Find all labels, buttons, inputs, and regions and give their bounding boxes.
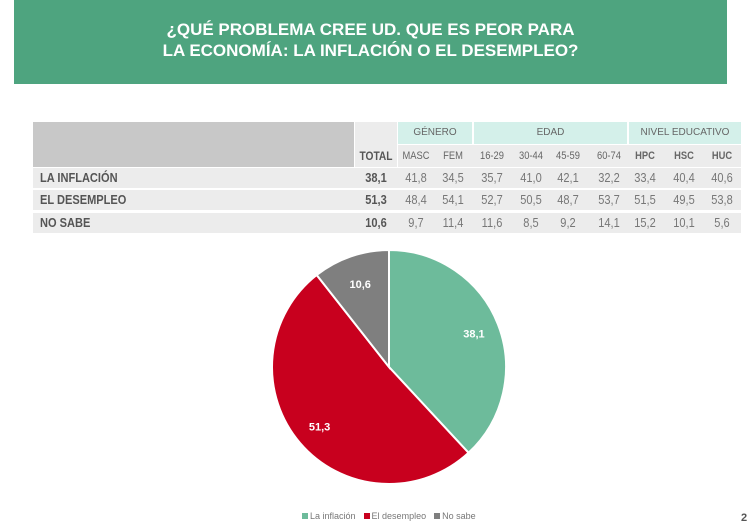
column-header-60-74: 60-74: [597, 150, 621, 162]
pie-slice-0: [388, 248, 507, 455]
table-cell: 5,6: [714, 215, 730, 230]
legend: La inflación El desempleo No sabe: [302, 511, 476, 521]
table-cell: 10,6: [365, 215, 387, 230]
legend-item: La inflación: [302, 511, 356, 521]
row-label: EL DESEMPLEO: [40, 192, 127, 207]
legend-label: La inflación: [310, 511, 356, 521]
table-cell: 50,5: [520, 192, 542, 207]
table-cell: 11,6: [481, 215, 503, 230]
table-cell: 8,5: [523, 215, 539, 230]
table-cell: 51,3: [365, 192, 387, 207]
data-label: 38,1: [463, 329, 484, 341]
table-cell: 38,1: [365, 170, 387, 185]
column-header-masc: MASC: [402, 150, 430, 162]
table-cell: 40,6: [711, 170, 733, 185]
group-edad: EDAD: [474, 122, 627, 144]
table-cell: 54,1: [442, 192, 464, 207]
table-cell: 32,2: [598, 170, 620, 185]
legend-label: No sabe: [442, 511, 476, 521]
title-line-2: LA ECONOMÍA: LA INFLACIÓN O EL DESEMPLEO…: [162, 41, 579, 60]
legend-swatch: [434, 513, 441, 519]
column-header-45-59: 45-59: [556, 150, 580, 162]
column-header-total: TOTAL: [359, 149, 393, 163]
column-header-30-44: 30-44: [519, 150, 543, 162]
table-cell: 14,1: [598, 215, 620, 230]
group-genero: GÉNERO: [398, 122, 472, 144]
group-nivel-educativo: NIVEL EDUCATIVO: [629, 122, 741, 144]
table-cell: 9,2: [560, 215, 576, 230]
column-header-16-29: 16-29: [480, 150, 504, 162]
table-cell: 41,8: [405, 170, 427, 185]
subheader-bg: [398, 145, 741, 167]
table-cell: 48,4: [405, 192, 427, 207]
table-cell: 49,5: [673, 192, 695, 207]
table-cell: 52,7: [481, 192, 503, 207]
table-cell: 42,1: [557, 170, 579, 185]
table-cell: 48,7: [557, 192, 579, 207]
table-cell: 41,0: [520, 170, 542, 185]
table-cell: 15,2: [634, 215, 656, 230]
legend-swatch: [302, 513, 308, 519]
column-header-huc: HUC: [711, 150, 733, 162]
row-label: LA INFLACIÓN: [40, 170, 118, 185]
legend-label: El desempleo: [371, 511, 427, 521]
table-cell: 53,7: [598, 192, 620, 207]
title-line-1: ¿QUÉ PROBLEMA CREE UD. QUE ES PEOR PARA: [166, 20, 575, 39]
table-cell: 40,4: [673, 170, 695, 185]
table-row: [33, 213, 741, 233]
table-row: [33, 168, 741, 188]
table-cell: 33,4: [634, 170, 656, 185]
legend-item: El desempleo: [363, 511, 427, 521]
data-label: 51,3: [309, 421, 330, 433]
column-header-hpc: HPC: [635, 150, 655, 162]
legend-item: No sabe: [434, 511, 476, 521]
total-header-bg: [355, 122, 397, 167]
table-cell: 53,8: [711, 192, 733, 207]
row-label: NO SABE: [40, 215, 91, 230]
table-cell: 51,5: [634, 192, 656, 207]
table-cell: 35,7: [481, 170, 503, 185]
legend-swatch: [363, 513, 370, 519]
pie-slice-2: [315, 248, 390, 370]
column-header-hsc: HSC: [674, 150, 694, 162]
table-row: [33, 190, 741, 210]
page-number: 2: [741, 512, 748, 524]
table-cell: 10,1: [673, 215, 695, 230]
table-cell: 34,5: [442, 170, 464, 185]
data-label: 10,6: [350, 279, 371, 291]
table-cell: 9,7: [408, 215, 424, 230]
table-cell: 11,4: [442, 215, 464, 230]
pie-slice-1: [271, 273, 470, 485]
table-header-blank: [33, 122, 354, 167]
title-banner: ¿QUÉ PROBLEMA CREE UD. QUE ES PEOR PARA …: [14, 0, 727, 84]
column-header-fem: FEM: [443, 150, 463, 162]
